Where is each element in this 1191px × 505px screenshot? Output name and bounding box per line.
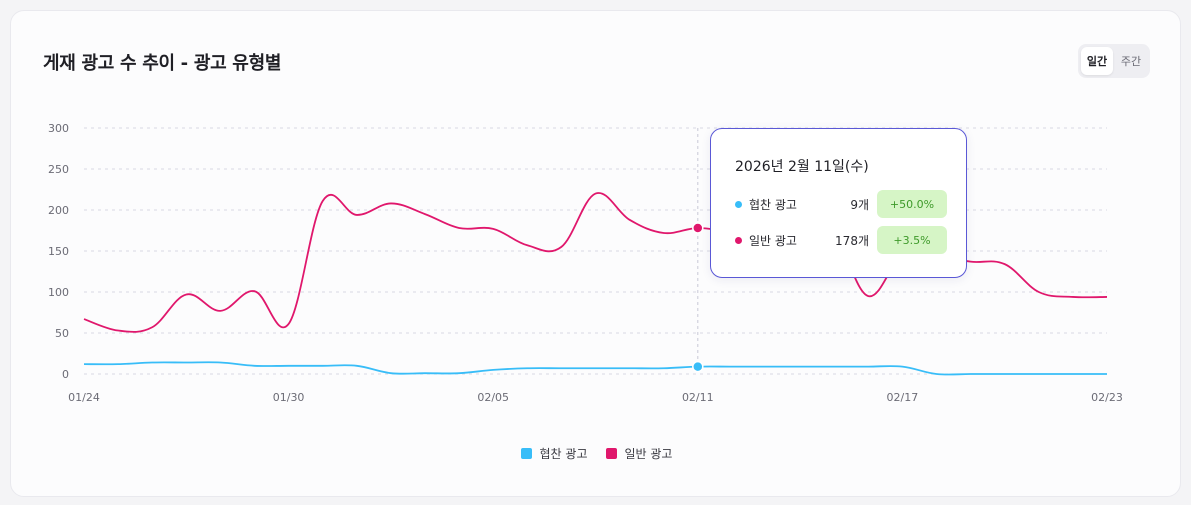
toggle-weekly-button[interactable]: 주간: [1120, 55, 1142, 68]
x-tick-label: 02/23: [1091, 391, 1123, 404]
legend-swatch-ilban: [605, 448, 617, 459]
tooltip-series-value: 9개: [850, 198, 869, 212]
tooltip-series-name: 협찬 광고: [749, 198, 797, 212]
x-tick-label: 02/05: [477, 391, 509, 404]
legend-label: 협찬 광고: [539, 447, 588, 461]
tooltip-change-badge: +50.0%: [877, 190, 947, 218]
y-tick-label: 50: [55, 327, 69, 340]
chart-legend: 협찬 광고 일반 광고: [11, 445, 1182, 462]
x-tick-label: 02/11: [682, 391, 714, 404]
tooltip-date: 2026년 2월 11일(수): [735, 159, 869, 175]
x-tick-label: 02/17: [887, 391, 919, 404]
chart-card: 게재 광고 수 추이 - 광고 유형별 일간 주간 0 50 100 150 200 25…: [10, 10, 1181, 497]
toggle-daily-button[interactable]: 일간: [1081, 47, 1113, 75]
y-tick-label: 150: [48, 245, 69, 258]
line-chart[interactable]: 0 50 100 150 200 250 300 01/24 01/30 02/05 02/11 02…: [11, 11, 1182, 441]
y-tick-label: 300: [48, 122, 69, 135]
legend-item-hyeopchan[interactable]: 협찬 광고: [520, 445, 588, 462]
series-line-0: [83, 361, 1107, 376]
highlight-point-1: [692, 222, 704, 234]
tooltip-dot-ilban: [735, 237, 742, 244]
chart-title: 게재 광고 수 추이 - 광고 유형별: [43, 53, 282, 74]
tooltip-change-badge: +3.5%: [877, 226, 947, 254]
tooltip-series-name: 일반 광고: [749, 234, 797, 248]
x-tick-label: 01/24: [68, 391, 100, 404]
legend-item-ilban[interactable]: 일반 광고: [605, 445, 673, 462]
tooltip-dot-hyeopchan: [735, 201, 742, 208]
tooltip-row-hyeopchan: 협찬 광고 9개 +50.0%: [735, 190, 947, 218]
legend-swatch-hyeopchan: [520, 448, 532, 459]
chart-tooltip: 2026년 2월 11일(수) 협찬 광고 9개 +50.0% 일반 광고 17…: [710, 128, 967, 278]
period-toggle: 일간 주간: [1078, 44, 1150, 78]
tooltip-row-ilban: 일반 광고 178개 +3.5%: [735, 226, 947, 254]
x-tick-label: 01/30: [273, 391, 305, 404]
y-tick-label: 250: [48, 163, 69, 176]
y-tick-label: 100: [48, 286, 69, 299]
y-tick-label: 200: [48, 204, 69, 217]
legend-label: 일반 광고: [624, 447, 673, 461]
highlight-point-0: [692, 360, 704, 373]
tooltip-series-value: 178개: [835, 234, 869, 248]
y-tick-label: 0: [62, 368, 69, 381]
